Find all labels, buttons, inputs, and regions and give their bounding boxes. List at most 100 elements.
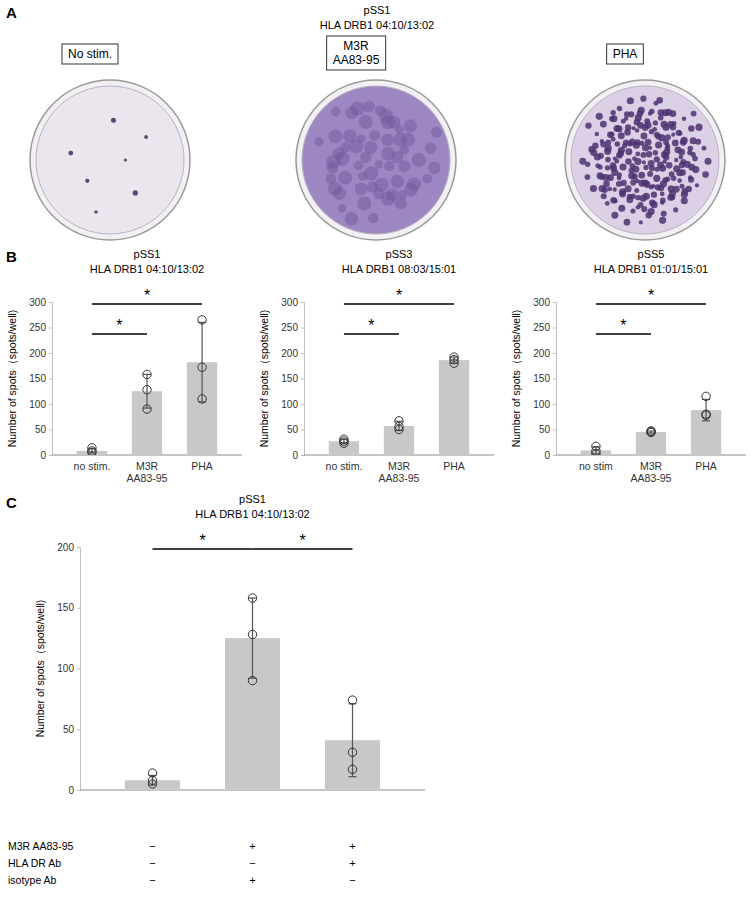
spot	[658, 109, 665, 116]
tick: 0	[68, 785, 80, 796]
spot	[642, 160, 646, 164]
data-point	[143, 386, 151, 394]
tick-label: 250	[281, 322, 298, 333]
significance-label: *	[299, 532, 305, 549]
spot	[688, 146, 694, 152]
spot	[695, 139, 701, 145]
y-axis: 050100150200250300	[533, 297, 556, 461]
data-point	[348, 748, 356, 756]
data-point	[198, 395, 206, 403]
data-point	[450, 353, 458, 361]
axis-line	[77, 548, 81, 791]
chart-title: pSS1	[134, 248, 161, 260]
spot	[655, 167, 660, 172]
spot	[595, 132, 599, 136]
spot	[613, 198, 618, 203]
y-axis: 050100150200	[57, 542, 80, 796]
plot-area	[329, 353, 469, 455]
tick-mark	[553, 328, 556, 329]
well	[565, 80, 725, 240]
error-bar	[198, 322, 206, 402]
spot	[133, 190, 138, 195]
y-axis: 050100150200250300	[29, 297, 52, 461]
table-cell: +	[349, 857, 355, 869]
spot	[596, 113, 603, 120]
spot	[627, 97, 634, 104]
spot	[615, 141, 621, 147]
table-row-label: isotype Ab	[8, 874, 57, 886]
spot	[617, 106, 622, 111]
spot	[381, 191, 395, 205]
tick: 200	[533, 348, 556, 359]
tick-label: 50	[539, 424, 551, 435]
error-line	[146, 374, 147, 408]
spot	[617, 176, 622, 181]
data-point	[647, 427, 655, 435]
tick-mark	[49, 328, 52, 329]
spot	[665, 143, 670, 148]
spot	[661, 121, 668, 128]
spot	[585, 123, 591, 129]
well-label: PHA	[613, 47, 638, 61]
axis-title: Number of spots（spots/well)	[34, 600, 46, 738]
tick-label: 150	[281, 373, 298, 384]
significance-label: *	[144, 287, 150, 304]
spot	[605, 157, 611, 163]
x-axis: no stimM3RAA83-95PHA	[556, 455, 746, 484]
spot	[658, 185, 665, 192]
y-axis: 050100150200250300	[281, 297, 304, 461]
well-label: M3RAA83-95	[333, 39, 380, 67]
spot	[679, 169, 685, 175]
spot	[608, 187, 612, 191]
spot	[111, 118, 116, 123]
tick: 150	[533, 373, 556, 384]
spot	[659, 165, 666, 172]
tick: 300	[29, 297, 52, 308]
tick-label: 0	[292, 450, 298, 461]
spot	[621, 119, 626, 124]
tick: M3RAA83-95	[127, 455, 168, 484]
tick: 50	[287, 424, 304, 435]
spot	[431, 127, 442, 138]
chart: pSS3HLA DRB1 08:03/15:010501001502002503…	[258, 248, 494, 484]
tick-label: 300	[533, 297, 550, 308]
spot	[665, 134, 671, 140]
error-line	[343, 439, 344, 443]
tick-label: no stim.	[74, 460, 111, 472]
well-bottom	[571, 86, 719, 234]
spot	[705, 158, 712, 165]
tick: 150	[29, 373, 52, 384]
well-bottom	[302, 86, 450, 234]
spot	[688, 164, 695, 171]
tick-mark	[77, 790, 80, 791]
spot	[600, 139, 604, 143]
spot	[661, 211, 667, 217]
data-point	[647, 427, 655, 435]
tick-label: 200	[281, 348, 298, 359]
tick: 150	[281, 373, 304, 384]
spot	[357, 135, 366, 144]
tick-mark	[49, 353, 52, 354]
data-point	[198, 363, 206, 371]
data-point	[248, 676, 256, 684]
table-cell: −	[149, 874, 155, 886]
data-point	[248, 630, 256, 638]
spot	[345, 212, 358, 225]
spot	[673, 165, 680, 172]
tick-label: 0	[544, 450, 550, 461]
spot	[621, 180, 627, 186]
tick-label: 0	[40, 450, 46, 461]
data-point	[340, 435, 348, 443]
tick-label: 150	[57, 602, 74, 613]
spot	[326, 155, 340, 169]
spot	[626, 196, 633, 203]
tick-label: 50	[287, 424, 299, 435]
spot	[613, 187, 617, 191]
spot	[674, 146, 681, 153]
error-bar	[249, 598, 257, 678]
tick: 150	[57, 602, 80, 613]
tick-label: 300	[281, 297, 298, 308]
axis-line	[301, 303, 305, 456]
tick-mark	[301, 455, 304, 456]
tick-label: 100	[29, 399, 46, 410]
